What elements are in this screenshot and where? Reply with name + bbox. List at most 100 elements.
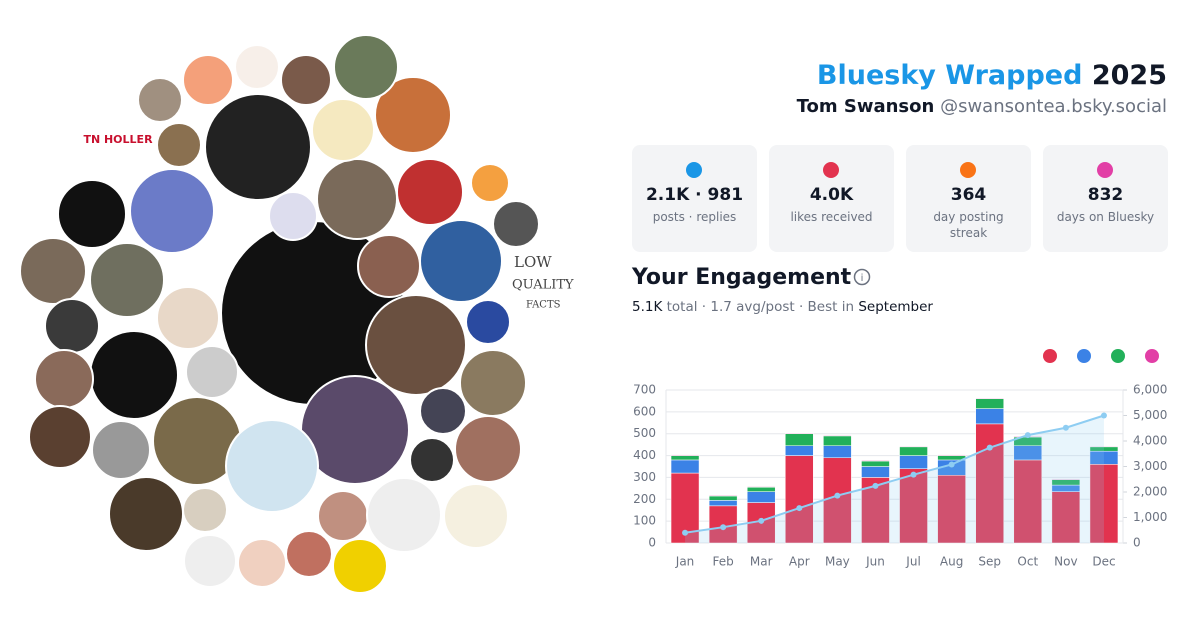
avatar bbox=[357, 234, 421, 298]
bar-segment bbox=[746, 486, 776, 488]
avatar bbox=[237, 538, 287, 588]
stat-label: day posting streak bbox=[933, 210, 1004, 240]
stat-card: 364 day posting streak bbox=[906, 145, 1031, 252]
bar-segment bbox=[708, 495, 738, 497]
x-tick-label: Mar bbox=[750, 555, 773, 569]
legend-icon bbox=[1145, 349, 1159, 363]
avatar bbox=[89, 242, 165, 318]
bar-segment bbox=[975, 408, 1004, 425]
avatar bbox=[137, 77, 183, 123]
bar-segment bbox=[785, 433, 814, 446]
x-tick-label: Feb bbox=[713, 555, 734, 569]
avatar bbox=[366, 477, 442, 553]
avatar bbox=[89, 330, 179, 420]
y2-tick-label: 0 bbox=[1133, 536, 1141, 550]
avatar bbox=[465, 299, 511, 345]
line bbox=[684, 414, 1105, 534]
stat-value: 4.0K bbox=[809, 185, 854, 205]
bar-segment bbox=[823, 435, 852, 446]
bar-segment bbox=[937, 474, 966, 544]
collage-label: TN HOLLER bbox=[83, 133, 153, 146]
y2-tick-label: 2,000 bbox=[1133, 485, 1167, 499]
x-tick-label: Dec bbox=[1092, 555, 1115, 569]
y-tick-label: 600 bbox=[633, 404, 656, 418]
title: Bluesky Wrapped 2025 bbox=[817, 60, 1167, 91]
stat-icon bbox=[1097, 162, 1113, 178]
avatar bbox=[311, 98, 375, 162]
line-point bbox=[910, 471, 917, 478]
x-tick-label: Oct bbox=[1017, 555, 1038, 569]
stat-icon bbox=[686, 162, 702, 178]
bar-segment bbox=[899, 455, 928, 469]
y-tick-label: 100 bbox=[633, 514, 656, 528]
line-point bbox=[720, 524, 727, 531]
avatar bbox=[182, 487, 228, 533]
avatar bbox=[19, 237, 87, 305]
avatar bbox=[156, 122, 202, 168]
bar-segment bbox=[823, 434, 852, 437]
avatar bbox=[225, 419, 319, 513]
avatar bbox=[204, 93, 312, 201]
bar-segment bbox=[899, 445, 928, 448]
avatar bbox=[459, 349, 527, 417]
bar-segment bbox=[670, 459, 700, 474]
legend-icon bbox=[1077, 349, 1091, 363]
stat-label: likes received bbox=[790, 210, 873, 224]
bar-segment bbox=[823, 445, 852, 459]
y2-tick-label: 5,000 bbox=[1133, 408, 1167, 422]
bar-segment bbox=[861, 460, 890, 462]
avatar bbox=[185, 345, 239, 399]
avatar bbox=[443, 483, 509, 549]
bar-segment bbox=[785, 455, 814, 544]
bar-segment bbox=[785, 445, 814, 456]
x-tick-label: Jan bbox=[675, 555, 695, 569]
avatar bbox=[419, 387, 467, 435]
legend-icon bbox=[1111, 349, 1125, 363]
avatar bbox=[108, 476, 184, 552]
stat-value: 364 bbox=[950, 185, 987, 205]
info-icon[interactable] bbox=[853, 268, 871, 286]
title-year: 2025 bbox=[1092, 60, 1167, 91]
avatar bbox=[419, 219, 503, 303]
y2-tick-label: 3,000 bbox=[1133, 459, 1167, 473]
stat-label: days on Bluesky bbox=[1056, 210, 1155, 224]
stat-card: 4.0K likes received bbox=[769, 145, 894, 252]
x-tick-label: Nov bbox=[1054, 555, 1077, 569]
bar-segment bbox=[1013, 459, 1043, 544]
stat-value: 2.1K · 981 bbox=[645, 185, 744, 205]
bar-segment bbox=[975, 397, 1004, 399]
stat-label: posts · replies bbox=[652, 210, 737, 224]
line-point bbox=[682, 529, 689, 536]
avatar bbox=[44, 298, 100, 354]
avatar bbox=[316, 158, 398, 240]
avatar bbox=[317, 490, 369, 542]
stat-icon bbox=[823, 162, 839, 178]
x-tick-label: Aug bbox=[940, 555, 963, 569]
bar-segment bbox=[1089, 464, 1119, 544]
bar-segment bbox=[670, 455, 700, 461]
bar-segment bbox=[670, 454, 700, 456]
line-point bbox=[1024, 432, 1031, 439]
bar-segment bbox=[1089, 445, 1119, 448]
user-line: Tom Swanson @swansontea.bsky.social bbox=[797, 96, 1167, 117]
avatar bbox=[57, 179, 127, 249]
y2-tick-label: 6,000 bbox=[1133, 383, 1167, 397]
line-point bbox=[758, 517, 765, 524]
avatar bbox=[234, 44, 280, 90]
y-tick-label: 0 bbox=[648, 536, 656, 550]
user-handle: @swansontea.bsky.social bbox=[940, 96, 1167, 117]
avatar bbox=[365, 294, 467, 396]
subtitle-best: September bbox=[858, 299, 933, 315]
avatar bbox=[470, 163, 510, 203]
collage-label: FACTS bbox=[526, 300, 561, 311]
bar-segment bbox=[1051, 491, 1081, 544]
title-main: Bluesky Wrapped bbox=[817, 60, 1083, 91]
subtitle: 5.1K total · 1.7 avg/post · Best in Sept… bbox=[632, 299, 933, 315]
avatar bbox=[91, 420, 151, 480]
stat-card: 2.1K · 981 posts · replies bbox=[632, 145, 757, 252]
line-point bbox=[1100, 412, 1107, 419]
avatar bbox=[333, 34, 399, 100]
y-tick-label: 500 bbox=[633, 426, 656, 440]
